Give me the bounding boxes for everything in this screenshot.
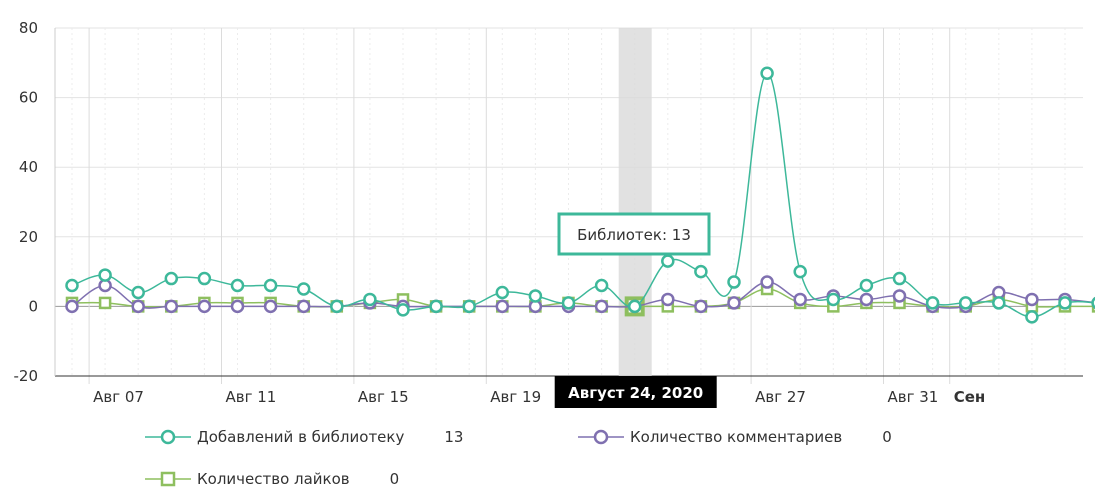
data-point <box>363 292 377 307</box>
data-point <box>992 296 1006 310</box>
legend-value: 0 <box>882 428 892 446</box>
x-tick-label: Авг 15 <box>358 388 409 406</box>
legend-item-comments[interactable]: Количество комментариев 0 <box>578 427 892 447</box>
legend-label: Количество лайков <box>197 470 350 488</box>
x-axis: Авг 07 Авг 11 Авг 15 Авг 19 Авг 27 Авг 31 Сен <box>93 388 985 406</box>
x-tick-label: Авг 27 <box>755 388 806 406</box>
data-point <box>958 296 973 310</box>
data-point <box>826 292 841 307</box>
y-tick-label: 20 <box>19 228 38 246</box>
data-point <box>197 299 212 314</box>
data-point <box>694 264 708 279</box>
data-point <box>859 278 874 293</box>
grid <box>54 27 1083 384</box>
data-point <box>694 299 708 314</box>
data-point <box>495 285 510 300</box>
series-layer <box>65 66 1095 324</box>
data-point <box>760 66 774 80</box>
square-marker-icon <box>145 471 191 487</box>
data-point <box>528 289 543 303</box>
data-point <box>661 254 675 268</box>
data-point <box>396 303 410 317</box>
tooltip-text: Библиотек: 13 <box>577 226 691 244</box>
data-point <box>230 299 245 314</box>
data-point <box>727 275 741 289</box>
y-axis: -20 0 20 40 60 80 <box>14 19 39 385</box>
legend-label: Количество комментариев <box>630 428 843 446</box>
data-point <box>561 296 576 310</box>
data-point <box>98 268 112 282</box>
data-point <box>594 299 609 314</box>
data-point <box>793 264 807 279</box>
data-point <box>197 271 212 286</box>
circle-marker-icon <box>145 429 191 445</box>
data-point <box>164 271 179 286</box>
data-point <box>727 296 741 310</box>
data-point <box>925 296 940 310</box>
data-point <box>429 299 443 314</box>
data-point <box>1025 310 1039 324</box>
data-point <box>230 278 245 293</box>
legend-item-likes[interactable]: Количество лайков 0 <box>145 469 399 489</box>
data-point <box>594 278 609 293</box>
y-tick-label: 80 <box>19 19 38 37</box>
data-point <box>892 271 907 286</box>
data-point <box>263 299 278 314</box>
data-point <box>65 299 79 314</box>
data-point <box>760 275 774 289</box>
data-point <box>98 296 112 310</box>
y-tick-label: 40 <box>19 158 38 176</box>
data-point <box>1025 292 1039 307</box>
data-point <box>263 278 278 293</box>
data-point <box>859 292 874 307</box>
data-point <box>296 282 311 296</box>
data-point <box>793 292 807 307</box>
series-line <box>71 72 1095 318</box>
legend-label: Добавлений в библиотеку <box>197 428 405 446</box>
y-tick-label: 60 <box>19 89 38 107</box>
legend-value: 0 <box>389 470 400 488</box>
data-point <box>164 299 179 314</box>
data-point <box>65 278 79 293</box>
data-point <box>627 299 642 314</box>
data-point <box>462 299 476 314</box>
x-tick-label: Авг 07 <box>93 388 144 406</box>
x-tick-label: Сен <box>954 388 986 406</box>
data-point <box>892 289 907 303</box>
circle-marker-icon <box>578 429 624 445</box>
x-tick-label: Авг 11 <box>226 388 277 406</box>
data-point <box>1091 296 1095 309</box>
x-tick-label: Авг 31 <box>888 388 939 406</box>
data-point <box>1058 296 1072 310</box>
y-tick-label: 0 <box>28 297 38 315</box>
legend-value: 13 <box>444 428 464 446</box>
tooltip: Библиотек: 13 <box>557 212 711 256</box>
data-point <box>495 299 510 314</box>
x-tick-label: Авг 19 <box>490 388 541 406</box>
highlight-date-text: Август 24, 2020 <box>568 384 703 402</box>
data-point <box>131 299 145 314</box>
data-point <box>131 285 145 300</box>
legend-item-library[interactable]: Добавлений в библиотеку 13 <box>145 427 463 447</box>
data-point <box>330 299 344 314</box>
highlight-date-label: Август 24, 2020 <box>554 376 717 408</box>
series-0 <box>65 66 1095 324</box>
data-point <box>661 292 675 307</box>
highlight-band <box>618 28 652 376</box>
data-point <box>296 299 311 314</box>
y-tick-label: -20 <box>14 367 39 385</box>
